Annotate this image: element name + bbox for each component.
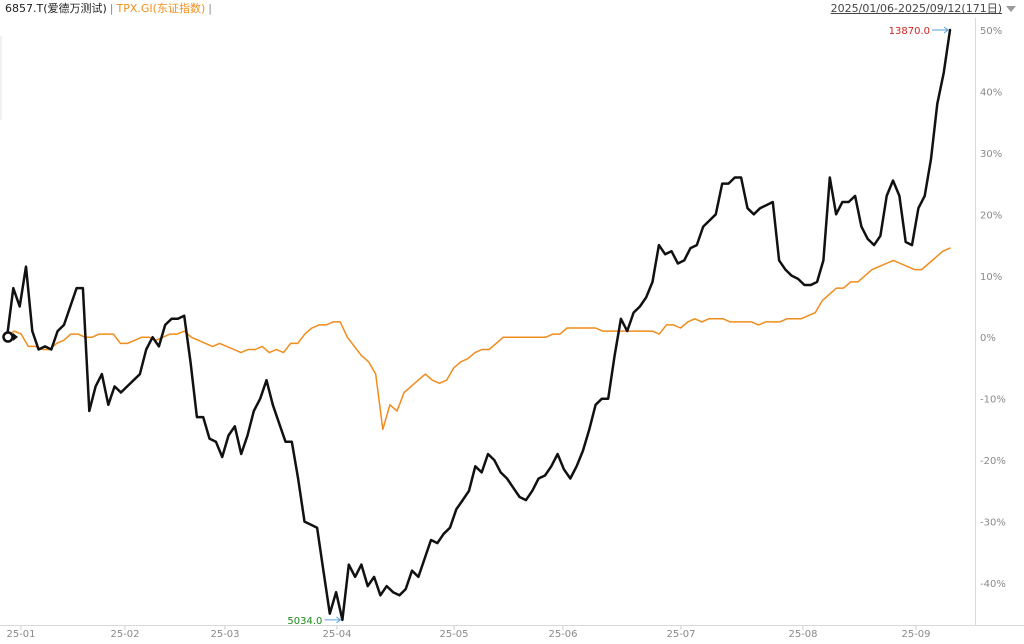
start-arrow-icon bbox=[13, 333, 18, 341]
x-tick-label: 25-08 bbox=[788, 629, 817, 640]
y-tick-label: 50% bbox=[980, 26, 1002, 37]
x-tick-label: 25-04 bbox=[322, 629, 351, 640]
chevron-down-icon[interactable] bbox=[1006, 6, 1016, 12]
annotation-arrow-icon bbox=[336, 616, 342, 624]
x-tick-label: 25-05 bbox=[439, 629, 468, 640]
y-tick-label: 10% bbox=[980, 272, 1002, 283]
x-tick-label: 25-09 bbox=[901, 629, 930, 640]
y-tick-label: 20% bbox=[980, 210, 1002, 221]
series-line-6857t bbox=[5, 28, 952, 622]
legend-separator: | bbox=[109, 2, 114, 15]
max-value-label: 13870.0 bbox=[889, 26, 930, 37]
annotation-arrow-icon bbox=[943, 26, 949, 34]
legend: 6857.T(爱德万测试) | TPX.GI(东证指数) | bbox=[5, 0, 215, 18]
series-line-tpx bbox=[6, 247, 951, 431]
y-tick-label: -40% bbox=[980, 579, 1006, 590]
start-marker-icon bbox=[2, 331, 14, 343]
legend-separator: | bbox=[208, 2, 212, 15]
legend-compare-label[interactable]: TPX.GI(东证指数) bbox=[116, 2, 206, 15]
y-tick-label: 40% bbox=[980, 87, 1002, 98]
y-tick-label: 30% bbox=[980, 149, 1002, 160]
y-tick-label: 0% bbox=[980, 333, 996, 344]
chart-header: 6857.T(爱德万测试) | TPX.GI(东证指数) | 2025/01/06-2… bbox=[0, 0, 1024, 18]
x-tick-label: 25-06 bbox=[548, 629, 577, 640]
x-tick-label: 25-03 bbox=[210, 629, 239, 640]
x-tick-label: 25-02 bbox=[110, 629, 139, 640]
date-range-label[interactable]: 2025/01/06-2025/09/12(171日) bbox=[830, 2, 1002, 15]
y-tick-label: -20% bbox=[980, 456, 1006, 467]
x-tick-label: 25-07 bbox=[666, 629, 695, 640]
x-tick-label: 25-01 bbox=[6, 629, 35, 640]
y-tick-label: -10% bbox=[980, 395, 1006, 406]
legend-primary-label[interactable]: 6857.T(爱德万测试) bbox=[5, 2, 107, 15]
min-value-label: 5034.0 bbox=[287, 616, 322, 627]
y-tick-label: -30% bbox=[980, 518, 1006, 529]
